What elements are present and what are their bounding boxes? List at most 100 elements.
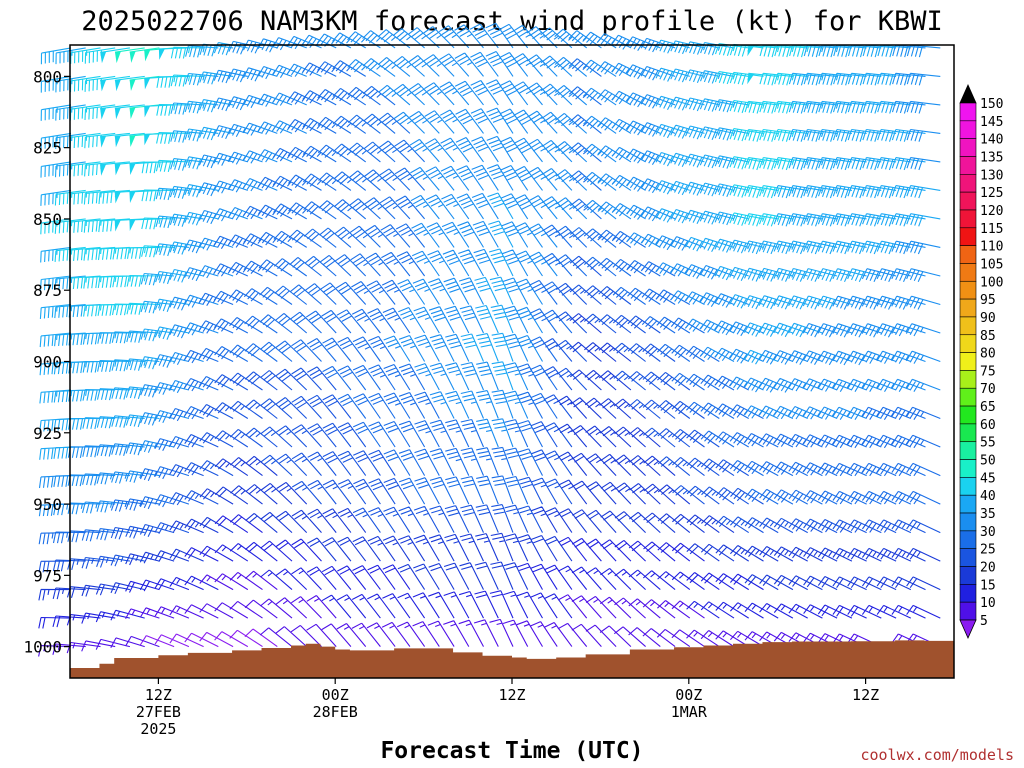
wind-barb [656, 289, 691, 305]
wind-barb-staff [685, 209, 720, 224]
wind-barb [612, 286, 646, 305]
wind-barb [287, 35, 322, 50]
wind-barb [714, 293, 749, 308]
wind-barb-staff [686, 572, 720, 591]
wind-barb [429, 362, 455, 391]
wind-barb-staff [381, 621, 411, 647]
wind-barb-staff [685, 345, 720, 362]
wind-barb-staff [307, 366, 337, 391]
y-tick-label: 975 [33, 566, 62, 585]
wind-barb [847, 490, 882, 505]
wind-barb-staff [891, 519, 926, 534]
wind-barb-staff [585, 567, 617, 590]
wind-barb-staff [612, 230, 646, 248]
wind-barb-staff [429, 448, 455, 476]
terrain-layer [70, 640, 954, 678]
wind-barb [758, 295, 794, 310]
wind-barb [686, 600, 720, 619]
wind-barb [773, 574, 808, 591]
wind-barb-staff [832, 128, 867, 142]
wind-barb [516, 334, 543, 362]
wind-barb-staff [429, 505, 455, 533]
wind-barb-staff [243, 67, 278, 82]
wind-barb [487, 192, 514, 220]
wind-barb-staff [489, 276, 514, 305]
wind-barb [169, 379, 204, 394]
wind-barb-staff [460, 447, 485, 476]
wind-barb [833, 44, 867, 58]
wind-barb [876, 519, 912, 534]
wind-barb [515, 250, 543, 277]
wind-barb [700, 374, 735, 391]
wind-barb-staff [156, 131, 189, 144]
wind-barb-staff [410, 194, 440, 220]
wind-barb [260, 540, 293, 562]
wind-barb-staff [321, 309, 352, 334]
wind-barb [832, 462, 867, 477]
wind-barb-staff [803, 547, 838, 562]
wind-barb-staff [229, 543, 263, 562]
wind-barb-staff [529, 279, 558, 305]
wind-barb-staff [228, 68, 263, 83]
wind-barb-staff [699, 98, 735, 112]
colorbar-swatch [959, 512, 977, 532]
wind-barb-staff [876, 268, 911, 283]
wind-barb [685, 69, 720, 84]
colorbar-swatch [959, 316, 977, 336]
wind-barb-staff [154, 382, 190, 395]
wind-barb-staff [729, 545, 764, 562]
wind-barb-staff [788, 575, 823, 591]
wind-barb [260, 454, 293, 477]
wind-barb [412, 278, 440, 305]
wind-barb [154, 634, 190, 648]
wind-barb [803, 490, 838, 505]
wind-barb-staff [321, 565, 352, 590]
colorbar-label: 140 [980, 133, 1003, 148]
colorbar-swatch [959, 494, 977, 514]
wind-barb [488, 248, 514, 277]
wind-barb [95, 638, 131, 650]
wind-barb-staff [412, 621, 440, 647]
wind-barb [729, 156, 764, 170]
wind-barb-staff [140, 412, 175, 426]
wind-barb [773, 461, 808, 477]
wind-barb [337, 565, 367, 590]
wind-barb-staff [96, 416, 130, 429]
wind-barb [906, 406, 941, 420]
wind-barb [428, 306, 455, 334]
wind-barb [291, 395, 322, 419]
wind-barb [398, 391, 426, 419]
wind-barb-staff [803, 100, 838, 114]
wind-barb-staff [540, 27, 573, 49]
wind-barb-staff [303, 201, 337, 220]
wind-barb [586, 538, 617, 562]
colorbar-swatch [959, 280, 977, 300]
wind-barb-staff [758, 267, 794, 282]
wind-barb-staff [499, 23, 529, 49]
wind-barb-staff [349, 198, 381, 220]
wind-barb [443, 562, 470, 590]
wind-barb-staff [526, 26, 558, 49]
wind-barb [729, 321, 764, 337]
wind-barb-staff [554, 56, 588, 77]
wind-barb [876, 157, 911, 171]
wind-barb-staff [423, 26, 455, 49]
wind-barb-staff [199, 603, 234, 619]
wind-barb-staff [906, 462, 941, 477]
wind-barb [685, 125, 720, 140]
wind-barb [307, 366, 337, 391]
wind-barb [275, 397, 308, 419]
wind-barb-staff [84, 47, 116, 64]
wind-barb-staff [154, 578, 190, 591]
wind-barb-staff [847, 268, 882, 283]
wind-barb [229, 514, 263, 534]
wind-barb [303, 228, 337, 248]
wind-barb [229, 344, 263, 362]
wind-barb [214, 430, 249, 448]
wind-barb [586, 481, 617, 505]
wind-barb [139, 468, 175, 482]
wind-barb [906, 185, 941, 199]
wind-barb-staff [701, 486, 735, 505]
wind-barb-staff [410, 166, 440, 191]
wind-barb [512, 24, 543, 49]
